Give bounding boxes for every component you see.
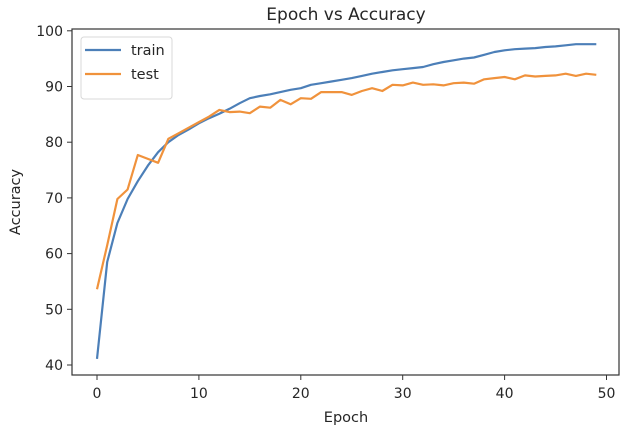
plot-area [71, 28, 620, 376]
chart-title: Epoch vs Accuracy [266, 5, 425, 25]
y-tick-label: 90 [45, 80, 63, 96]
y-tick-label: 40 [45, 358, 63, 374]
legend-label-train: train [131, 43, 165, 59]
series-line-test [95, 72, 597, 290]
legend: train test [80, 36, 173, 100]
x-tick-label: 50 [598, 386, 616, 402]
legend-item-train: train [85, 43, 165, 59]
x-axis-label: Epoch [324, 410, 368, 426]
legend-box [80, 36, 173, 100]
x-tick-label: 0 [93, 386, 102, 402]
x-axis: 0 10 20 30 40 50 [93, 375, 616, 402]
y-tick-label: 80 [45, 135, 63, 151]
y-axis: 40 50 60 70 80 90 100 [36, 24, 72, 374]
series-line-train [95, 43, 597, 360]
x-tick-label: 10 [190, 386, 208, 402]
series-layer [95, 43, 597, 360]
x-tick-label: 20 [292, 386, 310, 402]
y-axis-label: Accuracy [8, 168, 24, 235]
y-tick-label: 60 [45, 247, 63, 263]
legend-label-test: test [131, 67, 159, 83]
x-tick-label: 30 [394, 386, 412, 402]
y-tick-label: 50 [45, 302, 63, 318]
x-tick-label: 40 [496, 386, 514, 402]
y-tick-label: 70 [45, 191, 63, 207]
y-tick-label: 100 [36, 24, 63, 40]
legend-item-test: test [85, 67, 159, 83]
axes-frame [71, 28, 620, 376]
